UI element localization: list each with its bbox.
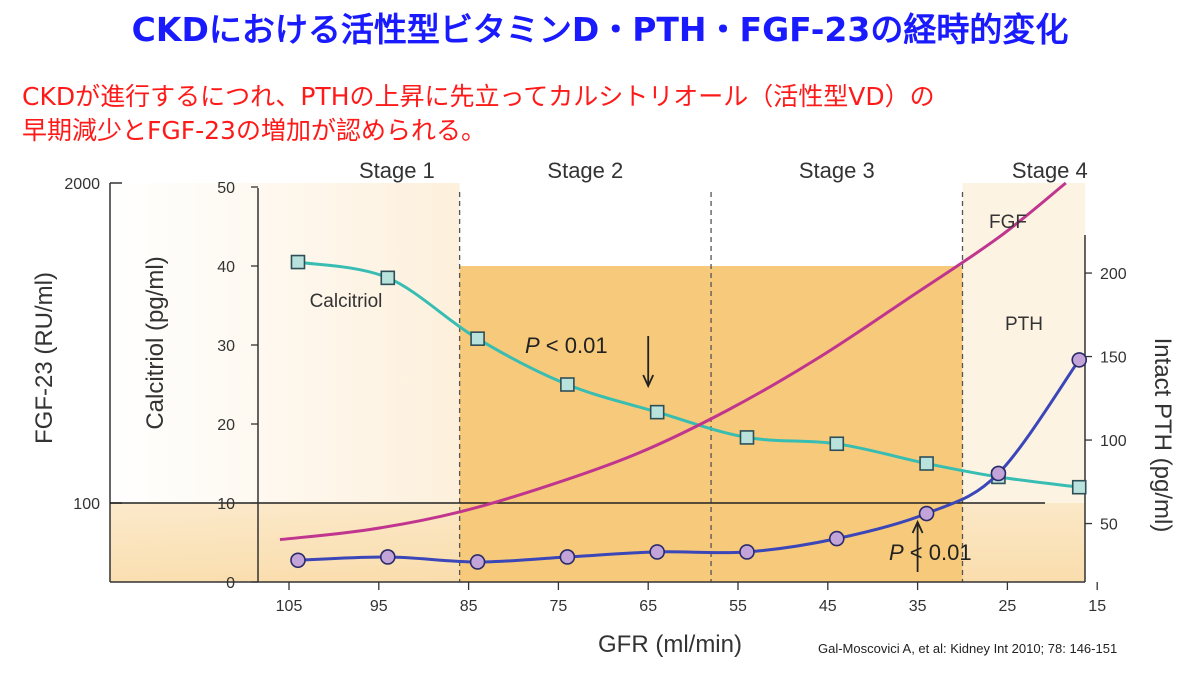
pth-series-line <box>297 359 1081 564</box>
pth-point <box>649 544 665 560</box>
calcitriol-tick-label: 10 <box>217 496 235 513</box>
calcitriol-tick-label: 30 <box>217 338 235 355</box>
subtitle-line-2: 早期減少とFGF-23の増加が認められる。 <box>22 116 486 145</box>
calcitriol-point <box>739 430 755 445</box>
calcitriol-series-label: Calcitriol <box>310 291 383 312</box>
pth-tick-label: 200 <box>1100 266 1127 283</box>
pth-axis-label: Intact PTH (pg/ml) <box>1149 338 1176 533</box>
fgf-series-label: FGF <box>989 212 1027 233</box>
pth-point <box>290 552 306 569</box>
pth-point <box>559 549 576 565</box>
calcitriol-point <box>829 436 845 452</box>
fgf23-axis-label: FGF-23 (RU/ml) <box>31 272 58 444</box>
fgf-series-line <box>279 181 1067 542</box>
calcitriol-point <box>1071 479 1087 495</box>
x-tick-label: 95 <box>370 598 388 615</box>
pth-series-label: PTH <box>1005 314 1043 335</box>
stage-label-1: Stage 1 <box>359 158 435 183</box>
pth-point <box>1071 352 1088 368</box>
stage-label-4: Stage 4 <box>1012 158 1088 183</box>
calcitriol-tick-label: 20 <box>217 417 235 434</box>
calcitriol-point <box>380 270 396 286</box>
x-tick-label: 75 <box>550 598 568 615</box>
p-value-annotation-1-text: P < 0.01 <box>525 333 608 358</box>
x-tick-label: 35 <box>909 598 927 615</box>
p-value-annotation-2-arrowhead <box>911 519 924 534</box>
calcitriol-tick-label: 40 <box>217 259 235 276</box>
calcitriol-point <box>560 377 575 392</box>
slide-subtitle: CKDが進行するにつれ、PTHの上昇に先立ってカルシトリオール（活性型VD）の … <box>22 80 1192 148</box>
pth-tick-label: 50 <box>1100 517 1118 534</box>
x-tick-label: 25 <box>999 598 1017 615</box>
x-tick-label: 65 <box>639 598 657 615</box>
x-tick-label: 55 <box>729 598 747 615</box>
calcitriol-series-line <box>297 260 1080 489</box>
subtitle-line-1: CKDが進行するにつれ、PTHの上昇に先立ってカルシトリオール（活性型VD）の <box>22 82 935 111</box>
calcitriol-tick-label: 50 <box>217 180 235 197</box>
calcitriol-point <box>649 404 665 420</box>
fgf23-tick-label: 100 <box>73 496 100 513</box>
slide-title: CKDにおける活性型ビタミンD・PTH・FGF-23の経時的変化 <box>131 10 1069 49</box>
pth-point <box>379 549 396 565</box>
pth-point <box>990 465 1007 482</box>
pth-tick-label: 100 <box>1100 433 1127 450</box>
stage-label-2: Stage 2 <box>547 158 623 183</box>
citation: Gal-Moscovici A, et al: Kidney Int 2010;… <box>818 641 1118 656</box>
p-value-annotation-1-arrowhead <box>642 374 655 389</box>
x-axis-label: GFR (ml/min) <box>598 631 742 658</box>
x-tick-label: 45 <box>819 598 837 615</box>
stage-label-3: Stage 3 <box>799 158 875 183</box>
pth-tick-label: 150 <box>1100 350 1127 367</box>
fgf23-tick-label: 2000 <box>64 176 100 193</box>
calcitriol-axis-label: Calcitriol (pg/ml) <box>142 256 169 429</box>
x-tick-label: 85 <box>460 598 478 615</box>
calcitriol-point <box>919 456 934 471</box>
calcitriol-point <box>470 331 485 346</box>
pth-point <box>469 554 486 570</box>
pth-point <box>918 505 935 522</box>
p-value-annotation-2-text: P < 0.01 <box>889 540 972 565</box>
x-tick-label: 105 <box>276 598 303 615</box>
pth-point <box>828 530 845 547</box>
calcitriol-point <box>290 254 306 270</box>
calcitriol-tick-label: 0 <box>226 575 235 592</box>
pth-point <box>739 544 755 560</box>
x-tick-label: 15 <box>1088 598 1106 615</box>
